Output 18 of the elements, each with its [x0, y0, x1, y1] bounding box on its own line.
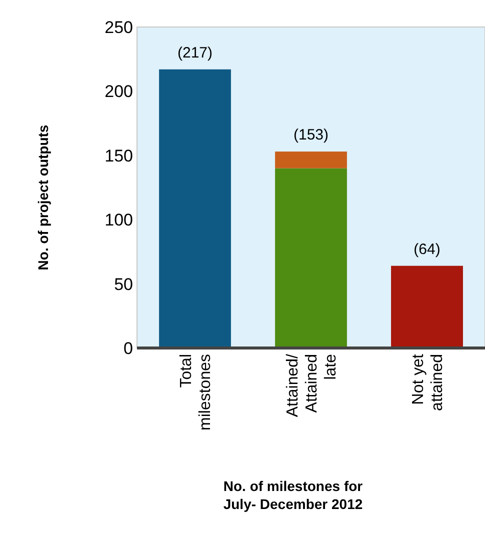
y-tick-label: 200	[104, 82, 133, 102]
bar	[275, 152, 347, 168]
x-tick-label: Total milestones	[178, 354, 214, 430]
y-tick-label: 100	[104, 210, 133, 230]
bar	[275, 168, 347, 348]
y-tick-label: 50	[114, 274, 133, 294]
x-tick-label: Attained/ Attained late	[284, 353, 340, 418]
bar	[391, 266, 463, 348]
bar	[159, 69, 231, 348]
y-axis-title: No. of project outputs	[35, 124, 51, 270]
x-axis-title: No. of milestones for July- December 2012	[223, 478, 364, 512]
total-label: (64)	[414, 240, 440, 258]
total-label: (153)	[293, 126, 329, 144]
total-label: (217)	[177, 44, 213, 62]
y-tick-label: 150	[104, 146, 133, 166]
x-tick-label: Not yet attained	[410, 353, 446, 411]
y-tick-label: 250	[104, 18, 133, 37]
y-tick-label: 0	[124, 338, 133, 358]
